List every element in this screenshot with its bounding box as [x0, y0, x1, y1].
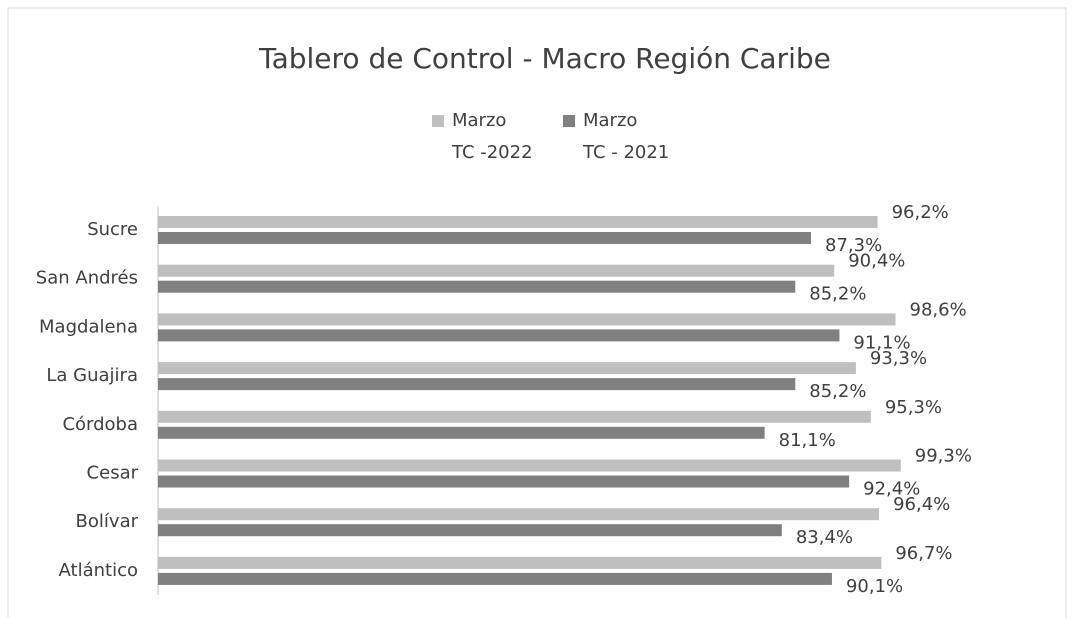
bar — [158, 329, 840, 342]
bar — [158, 556, 882, 569]
y-tick-label: Cesar — [87, 463, 139, 484]
bar — [158, 264, 835, 277]
chart-border — [7, 7, 1067, 618]
data-label: 90,4% — [848, 251, 905, 272]
data-label: 91,1% — [853, 332, 910, 353]
y-tick-label: Córdoba — [62, 414, 138, 435]
bar — [158, 459, 901, 472]
bar — [158, 508, 880, 521]
bar — [158, 216, 878, 228]
y-tick-label: Atlántico — [59, 560, 138, 581]
data-label: 93,3% — [870, 348, 927, 369]
bar — [158, 524, 782, 537]
y-tick-label: Sucre — [87, 219, 138, 240]
y-tick-label: Magdalena — [39, 316, 138, 337]
data-label: 85,2% — [809, 284, 866, 305]
data-label: 96,2% — [892, 202, 949, 223]
legend-label: Marzo TC -2022 — [452, 110, 533, 163]
y-tick-label: San Andrés — [36, 268, 138, 289]
legend-label: Marzo TC - 2021 — [583, 110, 670, 163]
data-label: 85,2% — [809, 381, 866, 402]
data-label: 81,1% — [779, 430, 836, 451]
bar — [158, 313, 896, 326]
bar — [158, 426, 765, 439]
y-tick-label: La Guajira — [46, 365, 138, 386]
bar — [158, 232, 812, 244]
data-label: 98,6% — [910, 299, 967, 320]
legend-swatch — [432, 115, 444, 127]
data-label: 96,7% — [895, 543, 952, 564]
chart-title: Tablero de Control - Macro Región Caribe — [258, 42, 831, 75]
data-label: 87,3% — [825, 235, 882, 256]
data-label: 92,4% — [863, 479, 920, 500]
legend-swatch — [563, 115, 575, 127]
data-label: 90,1% — [846, 576, 903, 597]
bar — [158, 572, 832, 585]
data-label: 99,3% — [915, 446, 972, 467]
bar — [158, 378, 796, 391]
data-label: 96,4% — [893, 494, 950, 515]
data-label: 95,3% — [885, 397, 942, 418]
y-tick-label: Bolívar — [76, 511, 139, 532]
bar — [158, 475, 850, 488]
bar — [158, 280, 796, 293]
bar — [158, 362, 856, 375]
data-label: 83,4% — [796, 527, 853, 548]
bar — [158, 410, 871, 423]
